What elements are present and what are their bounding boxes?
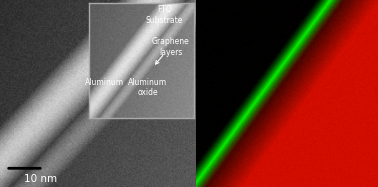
- Text: Carbon: Carbon: [229, 131, 276, 144]
- Text: Aluminum: Aluminum: [85, 78, 124, 87]
- Text: 10 nm: 10 nm: [25, 174, 57, 184]
- Text: FTO
Substrate: FTO Substrate: [146, 5, 183, 24]
- Text: Aluminum
oxide: Aluminum oxide: [128, 78, 167, 97]
- Text: Graphene
layers: Graphene layers: [152, 37, 190, 57]
- Text: Oxygen: Oxygen: [229, 155, 279, 168]
